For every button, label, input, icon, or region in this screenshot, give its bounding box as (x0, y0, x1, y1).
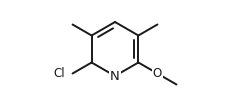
Text: Cl: Cl (53, 67, 64, 80)
Text: O: O (152, 67, 161, 80)
Text: N: N (110, 69, 119, 83)
